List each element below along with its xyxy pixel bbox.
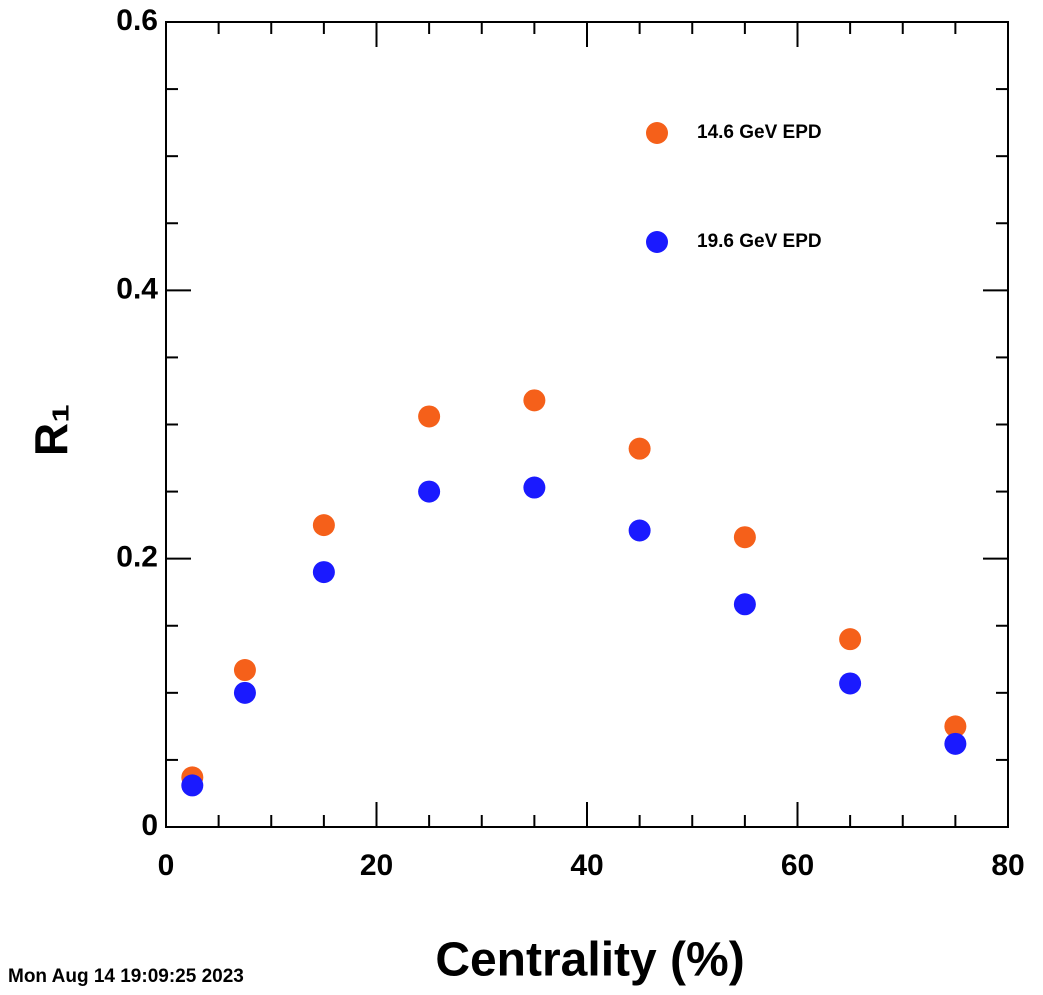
legend-label: 19.6 GeV EPD (697, 231, 822, 252)
data-point (312, 561, 335, 584)
data-point (733, 593, 756, 616)
data-point (944, 715, 967, 738)
x-tick-label: 80 (991, 849, 1024, 882)
x-tick-label: 40 (570, 849, 603, 882)
y-tick-label: 0.2 (116, 541, 158, 574)
legend-marker (646, 231, 668, 253)
x-tick-label: 20 (360, 849, 393, 882)
data-point (839, 628, 862, 651)
data-point (523, 476, 546, 499)
y-axis-label: R₁ (25, 404, 77, 456)
data-point (523, 389, 546, 412)
data-point (733, 526, 756, 549)
data-point (181, 774, 204, 797)
x-tick-label: 60 (781, 849, 814, 882)
legend-marker (646, 122, 668, 144)
x-axis-label: Centrality (%) (435, 934, 744, 987)
data-point (839, 672, 862, 695)
y-tick-label: 0.4 (116, 272, 158, 305)
data-point (233, 659, 256, 682)
data-point (233, 681, 256, 704)
y-tick-label: 0 (141, 809, 158, 842)
data-point (418, 480, 441, 503)
timestamp: Mon Aug 14 19:09:25 2023 (8, 966, 244, 987)
x-tick-label: 0 (158, 849, 175, 882)
legend-label: 14.6 GeV EPD (697, 122, 822, 143)
y-tick-label: 0.6 (116, 4, 158, 37)
data-point (312, 514, 335, 537)
data-point (418, 405, 441, 428)
data-point (628, 519, 651, 542)
plot-frame (165, 21, 1009, 828)
data-point (628, 437, 651, 460)
data-point (944, 732, 967, 755)
